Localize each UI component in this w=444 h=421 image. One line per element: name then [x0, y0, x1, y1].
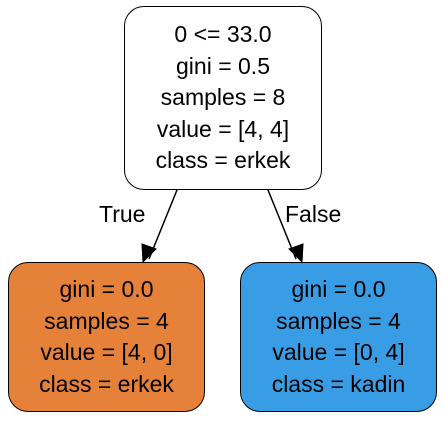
edge-false-label: False	[285, 201, 342, 227]
left-samples: samples = 4	[44, 307, 169, 334]
right-value: value = [0, 4]	[272, 339, 405, 365]
left-class: class = erkek	[39, 370, 174, 397]
root-node: 0 <= 33.0 gini = 0.5 samples = 8 value =…	[124, 6, 322, 190]
root-gini: gini = 0.5	[176, 52, 270, 79]
edge-true-arrow	[148, 189, 178, 260]
right-class: class = kadin	[271, 370, 406, 397]
root-condition: 0 <= 33.0	[174, 21, 272, 48]
right-leaf-node: gini = 0.0 samples = 4 value = [0, 4] cl…	[240, 262, 437, 412]
edge-false-arrowhead	[288, 243, 304, 264]
right-samples: samples = 4	[276, 307, 401, 334]
root-value: value = [4, 4]	[156, 115, 290, 142]
right-gini: gini = 0.0	[291, 276, 386, 302]
edge-true-arrowhead	[141, 243, 157, 264]
left-value: value = [4, 0]	[40, 339, 173, 365]
edge-true-label: True	[99, 201, 146, 227]
root-samples: samples = 8	[160, 84, 286, 111]
root-class: class = erkek	[155, 147, 291, 174]
edge-false-arrow	[267, 189, 297, 260]
left-leaf-node: gini = 0.0 samples = 4 value = [4, 0] cl…	[8, 262, 205, 412]
left-gini: gini = 0.0	[59, 276, 154, 302]
